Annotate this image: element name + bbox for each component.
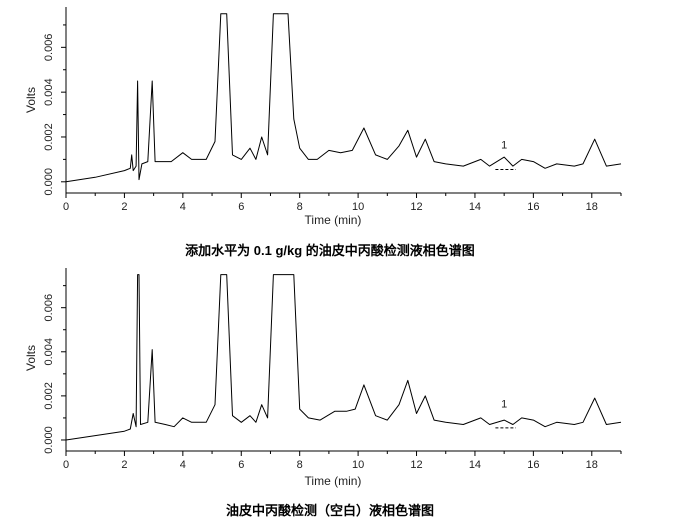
x-tick-label: 12 [410,459,422,471]
x-tick-label: 0 [63,201,69,213]
peak-label: 1 [501,398,507,410]
chart-caption-blank: 油皮中丙酸检测（空白）液相色谱图 [226,503,434,518]
x-tick-label: 6 [238,201,244,213]
x-axis-label: Time (min) [305,474,362,488]
chromatogram-blank: 0 2 4 6 8 10 12 14 16 18 0.000 0.002 0.004 0.006 1 Tim… [24,268,622,518]
x-tick-label: 8 [297,201,303,213]
x-tick-label: 18 [586,459,598,471]
chromatogram-trace [65,13,622,183]
y-tick-label: 0.000 [43,168,55,196]
y-tick-label: 0.006 [43,294,55,322]
peak-label: 1 [501,140,507,152]
chromatogram-spiked: 0 2 4 6 8 10 12 14 16 18 0.000 0.002 0.004 0.006 1 Tim… [24,7,622,258]
y-tick-label: 0.002 [43,123,55,151]
x-tick-label: 10 [352,201,364,213]
x-tick-label: 10 [352,459,364,471]
chart-caption-spiked: 添加水平为 0.1 g/kg 的油皮中丙酸检测液相色谱图 [185,243,475,258]
x-tick-label: 4 [180,459,186,471]
y-tick-label: 0.000 [43,426,55,454]
plot-area: 0 2 4 6 8 10 12 14 16 18 0.000 0.002 0.004 0.006 1 [43,7,622,213]
y-tick-label: 0.004 [43,78,55,106]
y-tick-label: 0.004 [43,338,55,366]
plot-area: 0 2 4 6 8 10 12 14 16 18 0.000 0.002 0.004 0.006 1 [43,268,622,471]
x-tick-label: 16 [527,459,539,471]
x-tick-label: 0 [63,459,69,471]
x-tick-label: 14 [469,201,481,213]
x-tick-label: 8 [297,459,303,471]
x-tick-label: 14 [469,459,481,471]
y-axis-label: Volts [24,87,38,113]
x-axis-label: Time (min) [305,213,362,227]
x-tick-label: 12 [410,201,422,213]
x-tick-label: 2 [121,201,127,213]
y-tick-label: 0.002 [43,382,55,410]
chromatogram-trace [65,274,622,441]
x-tick-label: 4 [180,201,186,213]
x-tick-label: 6 [238,459,244,471]
x-tick-label: 18 [586,201,598,213]
x-tick-label: 16 [527,201,539,213]
y-axis-label: Volts [24,345,38,371]
x-tick-label: 2 [121,459,127,471]
y-tick-label: 0.006 [43,34,55,62]
